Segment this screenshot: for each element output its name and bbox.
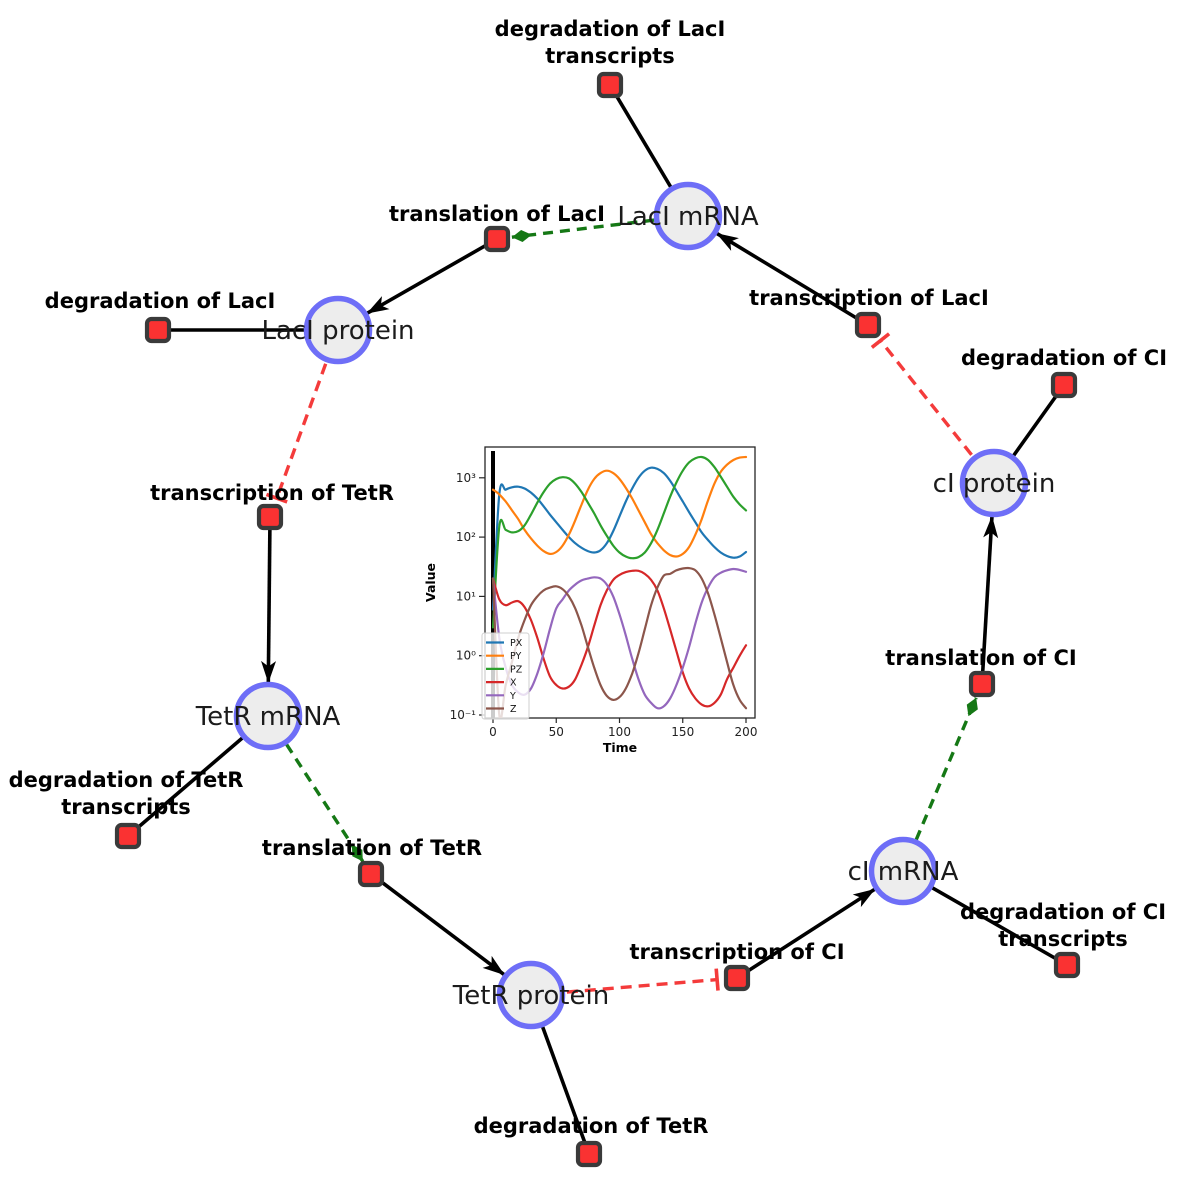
species-label-ci-mrna: cI mRNA (848, 857, 959, 887)
x-tick-label: 100 (608, 725, 631, 739)
x-tick-label: 0 (489, 725, 497, 739)
series-layer (491, 455, 748, 718)
edge-tetr-mrna-translation-tetr (266, 715, 365, 863)
edge-transcription-laci-laci-mrna (715, 231, 869, 327)
species-node-laci-mrna (653, 181, 723, 251)
reaction-label-deg-ci-transcripts: transcripts (998, 927, 1128, 951)
edge-translation-laci-laci-protein (365, 237, 498, 316)
reaction-label-deg-ci: degradation of CI (961, 346, 1167, 370)
species-node-ci-protein (959, 448, 1029, 518)
reaction-label-deg-tetr-transcripts: degradation of TetR (9, 768, 244, 792)
reaction-node-deg-laci-transcripts (596, 71, 624, 99)
edge-transcription-tetr-tetr-mrna (261, 516, 277, 684)
species-label-tetr-mrna: TetR mRNA (195, 702, 341, 732)
reaction-label-deg-laci-transcripts: degradation of LacI (495, 17, 726, 41)
species-node-tetr-mrna (233, 681, 303, 751)
y-tick-label: 10³ (456, 471, 476, 485)
reaction-node-deg-laci (144, 316, 172, 344)
series-curve-pz (491, 455, 748, 629)
species-label-laci-protein: LacI protein (261, 316, 414, 346)
legend-label-py: PY (510, 651, 522, 662)
reaction-label-deg-ci-transcripts: degradation of CI (960, 900, 1166, 924)
series-curve-py (491, 455, 748, 558)
edge-tetr-protein-transcription-ci (530, 968, 720, 997)
legend-label-px: PX (510, 638, 523, 649)
reaction-label-transcription-ci: transcription of CI (629, 940, 844, 964)
reaction-node-translation-tetr (357, 860, 385, 888)
series-curve-z (491, 566, 748, 718)
species-node-tetr-protein (496, 960, 566, 1030)
reaction-node-transcription-laci (854, 311, 882, 339)
edge-ci-protein-transcription-laci (870, 332, 996, 485)
species-layer (233, 181, 1029, 1030)
species-node-ci-mrna (868, 836, 938, 906)
legend-label-z: Z (510, 704, 517, 715)
edge-transcription-ci-ci-mrna (736, 887, 877, 980)
reaction-label-deg-laci-transcripts: transcripts (545, 44, 675, 68)
legend-box (481, 632, 530, 720)
reaction-label-deg-laci: degradation of LacI (45, 289, 276, 313)
edge-laci-mrna-translation-laci (511, 214, 689, 242)
reaction-label-transcription-laci: transcription of LacI (749, 286, 989, 310)
series-curve-x (491, 569, 748, 708)
labels-layer: degradation of LacI transcripts translatio… (9, 17, 1167, 1138)
edge-laci-protein-transcription-tetr (265, 329, 340, 504)
species-node-laci-protein (303, 295, 373, 365)
reaction-node-transcription-tetr (256, 503, 284, 531)
legend: PX PY PZ XYZ (481, 632, 530, 720)
species-label-tetr-protein: TetR protein (452, 981, 609, 1011)
y-tick-label: 10¹ (456, 589, 476, 603)
legend-label-y: Y (509, 691, 516, 702)
legend-label-x: X (510, 678, 517, 689)
reaction-label-translation-ci: translation of CI (885, 646, 1076, 670)
x-tick-label: 50 (549, 725, 564, 739)
reaction-label-translation-tetr: translation of TetR (262, 836, 482, 860)
reaction-node-transcription-ci (723, 964, 751, 992)
x-tick-label: 150 (671, 725, 694, 739)
edge-translation-ci-ci-protein (980, 515, 999, 685)
y-axis-label: Value (423, 563, 438, 602)
species-label-ci-protein: cI protein (933, 469, 1056, 499)
reaction-node-deg-tetr-transcripts (114, 822, 142, 850)
reaction-node-deg-ci (1050, 371, 1078, 399)
x-axis-label: Time (603, 740, 637, 755)
reactions-layer (114, 71, 1081, 1168)
reaction-label-deg-tetr: degradation of TetR (474, 1114, 709, 1138)
series-curve-y (491, 567, 748, 710)
reaction-label-transcription-tetr: transcription of TetR (150, 481, 394, 505)
reaction-label-translation-laci: translation of LacI (389, 202, 605, 226)
reaction-node-deg-ci-transcripts (1053, 951, 1081, 979)
timecourse-plot: 0 50 100 150 20010⁻¹10⁰10¹10²10³TimeValuePXP… (423, 446, 758, 755)
reaction-node-translation-ci (968, 670, 996, 698)
y-tick-label: 10⁰ (456, 649, 476, 663)
reaction-node-translation-laci (483, 225, 511, 253)
species-label-laci-mrna: LacI mRNA (617, 202, 758, 232)
reaction-label-deg-tetr-transcripts: transcripts (61, 795, 191, 819)
x-tick-label: 200 (735, 725, 758, 739)
edge-translation-tetr-tetr-protein (369, 872, 506, 977)
y-tick-label: 10² (456, 530, 476, 544)
legend-label-pz: PZ (510, 664, 523, 675)
series-curve-px (491, 466, 748, 611)
reaction-node-deg-tetr (575, 1140, 603, 1168)
y-tick-label: 10⁻¹ (450, 708, 477, 722)
edge-ci-mrna-translation-ci (901, 697, 978, 872)
